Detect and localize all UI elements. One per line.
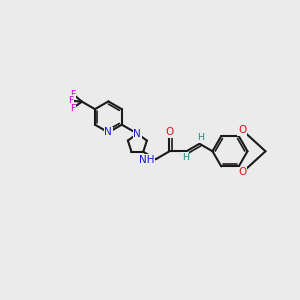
Text: F: F — [70, 90, 76, 99]
Text: F: F — [70, 104, 75, 113]
Text: O: O — [165, 127, 174, 137]
Text: NH: NH — [139, 155, 154, 165]
Text: O: O — [238, 125, 246, 135]
Text: O: O — [238, 167, 246, 178]
Text: H: H — [197, 134, 204, 142]
Text: N: N — [104, 128, 112, 137]
Text: H: H — [182, 152, 189, 161]
Text: N: N — [134, 129, 141, 139]
Text: F: F — [68, 96, 73, 105]
